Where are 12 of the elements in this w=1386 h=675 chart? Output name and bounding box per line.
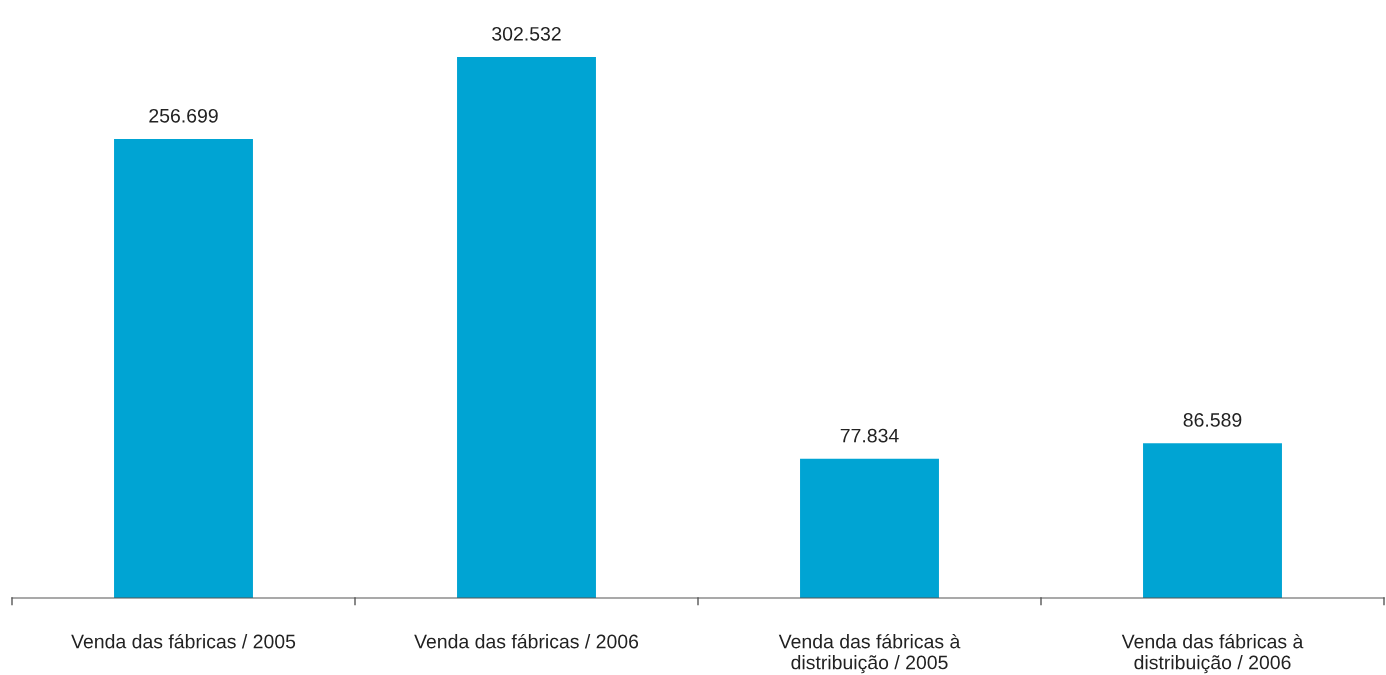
data-label: 86.589 <box>1183 413 1242 427</box>
data-label: 256.699 <box>149 108 218 123</box>
bar <box>114 139 253 598</box>
data-label: 302.532 <box>492 26 561 41</box>
x-tick-label: Venda das fábricas à distribuição / 2006 <box>1121 633 1304 674</box>
bar <box>800 458 939 598</box>
bar <box>1143 443 1282 598</box>
bar <box>457 57 596 598</box>
data-label: 77.834 <box>840 428 899 443</box>
x-tick-label: Venda das fábricas à distribuição / 2005 <box>778 633 961 674</box>
x-tick-label: Venda das fábricas / 2006 <box>414 633 639 649</box>
x-tick-label: Venda das fábricas / 2005 <box>71 633 296 649</box>
